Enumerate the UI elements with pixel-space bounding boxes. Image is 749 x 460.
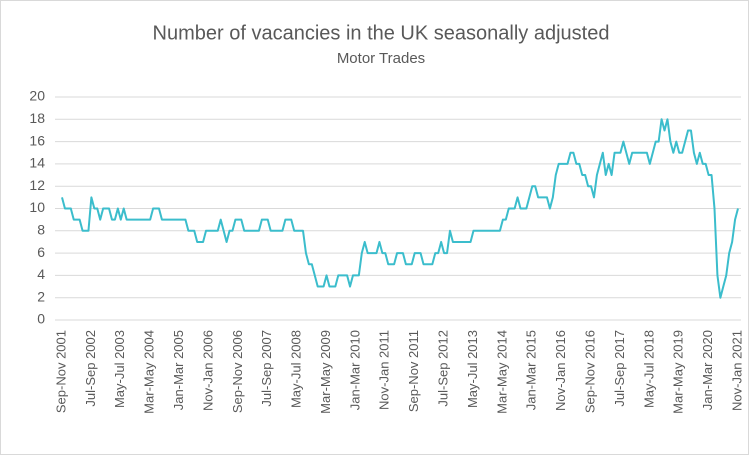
x-tick-label: May-Jul 2018 (641, 330, 656, 408)
x-tick-label: May-Jul 2013 (465, 330, 480, 408)
data-line (61, 118, 739, 299)
y-tick-label: 6 (37, 244, 45, 260)
x-tick-label: Sep-Nov 2006 (230, 330, 245, 413)
x-tick-label: Jul-Sep 2007 (259, 330, 274, 407)
y-tick-label: 18 (29, 110, 45, 126)
y-tick-label: 16 (29, 132, 45, 148)
x-tick-label: Sep-Nov 2001 (53, 330, 68, 413)
x-tick-label: Jan-Mar 2005 (171, 330, 186, 410)
y-tick-label: 0 (37, 311, 45, 327)
chart-title: Number of vacancies in the UK seasonally… (153, 22, 610, 44)
x-tick-label: Nov-Jan 2016 (553, 330, 568, 411)
y-tick-label: 2 (37, 288, 45, 304)
y-tick-label: 14 (29, 155, 45, 171)
x-tick-label: Mar-May 2019 (671, 330, 686, 414)
x-tick-label: Jul-Sep 2017 (612, 330, 627, 407)
x-tick-label: May-Jul 2008 (289, 330, 304, 408)
x-tick-label: Nov-Jan 2021 (729, 330, 744, 411)
x-tick-label: Sep-Nov 2011 (406, 330, 421, 412)
y-tick-label: 4 (37, 266, 45, 282)
x-tick-label: Jul-Sep 2002 (83, 330, 98, 407)
y-tick-label: 12 (29, 177, 45, 193)
y-tick-label: 8 (37, 222, 45, 238)
x-tick-label: Mar-May 2004 (142, 330, 157, 414)
x-tick-label: Jan-Mar 2010 (347, 330, 362, 410)
x-tick-label: Nov-Jan 2006 (200, 330, 215, 411)
x-tick-label: Mar-May 2014 (494, 330, 509, 414)
x-tick-label: Jan-Mar 2015 (524, 330, 539, 410)
x-tick-label: Nov-Jan 2011 (377, 330, 392, 410)
x-tick-label: Jan-Mar 2020 (700, 330, 715, 410)
x-tick-label: Jul-Sep 2012 (436, 330, 451, 407)
y-tick-label: 20 (29, 88, 45, 104)
chart-subtitle: Motor Trades (337, 50, 425, 67)
x-tick-label: Mar-May 2009 (318, 330, 333, 414)
y-tick-label: 10 (29, 199, 45, 215)
x-tick-label: Sep-Nov 2016 (582, 330, 597, 413)
x-tick-label: May-Jul 2003 (112, 330, 127, 408)
